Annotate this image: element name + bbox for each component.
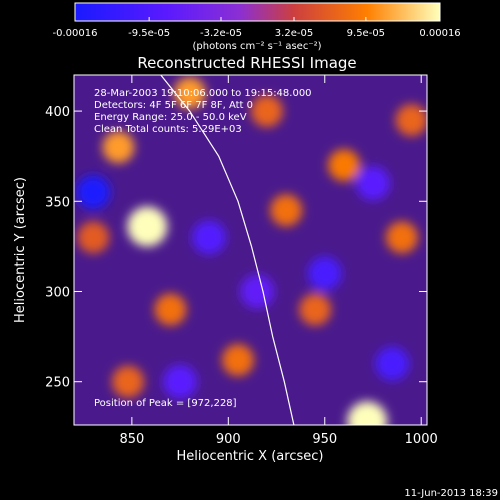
cold-spot-2 <box>192 220 227 255</box>
plot-area: 850 900 950 1000 250 300 350 400 <box>45 74 438 447</box>
cold-spot-4 <box>163 364 198 399</box>
colorbar-tick-label-5: 0.00016 <box>419 28 460 39</box>
annotation-line-0: 28-Mar-2003 19:10:06.000 to 19:15:48.000 <box>94 88 312 99</box>
solar-limb-line <box>160 75 295 425</box>
y-tick-label-0: 250 <box>45 376 70 391</box>
plot-frame <box>73 74 428 426</box>
hot-spot-7 <box>221 344 254 377</box>
hot-spot-2 <box>102 131 135 164</box>
hot-spot-9 <box>112 365 145 398</box>
hot-spot-13 <box>77 221 110 254</box>
x-tick-label-3: 1000 <box>405 432 438 447</box>
cold-spot-5 <box>355 166 390 201</box>
hot-spot-3 <box>328 149 361 182</box>
annotation-block: 28-Mar-2003 19:10:06.000 to 19:15:48.000… <box>94 88 312 135</box>
colorbar-ticks: -0.00016 -9.5e-05 -3.2e-05 3.2e-05 9.5e-05 0.… <box>53 17 461 39</box>
colorbar-tick-label-3: 3.2e-05 <box>275 28 313 39</box>
annotation-line-2: Energy Range: 25.0 - 50.0 keV <box>94 112 247 123</box>
hot-spot-4 <box>385 221 418 254</box>
hot-spot-core-6 <box>357 411 378 425</box>
hot-spot-12 <box>250 95 283 128</box>
hot-spot-5 <box>270 194 303 227</box>
hot-spot-10 <box>299 293 332 326</box>
axis-ticks: 850 900 950 1000 250 300 350 400 <box>45 75 438 447</box>
colorbar-tick-label-1: -9.5e-05 <box>128 28 170 39</box>
hot-spot-8 <box>154 293 187 326</box>
y-axis-label: Heliocentric Y (arcsec) <box>13 177 28 323</box>
chart-title: Reconstructed RHESSI Image <box>137 54 356 72</box>
hot-spot-11 <box>395 104 427 137</box>
y-tick-label-3: 400 <box>45 105 70 120</box>
cold-spot-0 <box>76 175 111 210</box>
x-axis-label: Heliocentric X (arcsec) <box>177 449 324 464</box>
colorbar-tick-label-2: -3.2e-05 <box>200 28 242 39</box>
heatmap-blobs <box>76 77 427 425</box>
annotation-line-3: Clean Total counts: 5.29E+03 <box>94 124 242 135</box>
x-tick-label-0: 850 <box>119 432 144 447</box>
date-stamp: 11-Jun-2013 18:39 <box>404 488 498 499</box>
cold-spot-1 <box>307 256 342 291</box>
colorbar-tick-label-0: -0.00016 <box>53 28 98 39</box>
x-tick-label-2: 950 <box>312 432 337 447</box>
colorbar-units: (photons cm⁻² s⁻¹ asec⁻²) <box>192 41 321 52</box>
colorbar-gradient <box>74 2 441 22</box>
x-tick-label-1: 900 <box>216 432 241 447</box>
colorbar-tick-label-4: 9.5e-05 <box>347 28 385 39</box>
peak-position-label: Position of Peak = [972,228] <box>94 398 237 409</box>
y-tick-label-2: 350 <box>45 195 70 210</box>
colorbar: -0.00016 -9.5e-05 -3.2e-05 3.2e-05 9.5e-05 0.… <box>53 2 461 52</box>
cold-spot-6 <box>240 274 275 309</box>
y-tick-label-1: 300 <box>45 285 70 300</box>
annotation-line-1: Detectors: 4F 5F 6F 7F 8F, Att 0 <box>94 100 253 111</box>
cold-spot-3 <box>375 346 410 381</box>
hot-spot-core-1 <box>137 216 158 237</box>
